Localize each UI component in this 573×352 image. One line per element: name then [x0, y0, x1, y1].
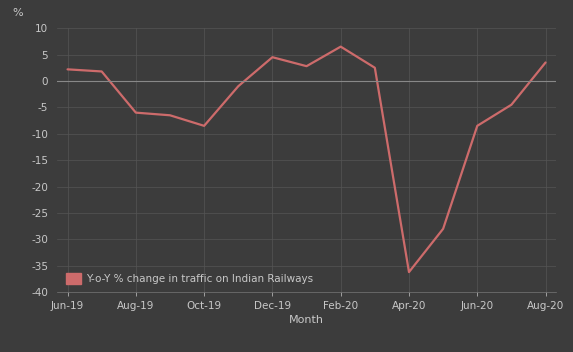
Legend: Y-o-Y % change in traffic on Indian Railways: Y-o-Y % change in traffic on Indian Rail… — [62, 270, 317, 287]
Text: %: % — [13, 8, 23, 18]
X-axis label: Month: Month — [289, 315, 324, 325]
